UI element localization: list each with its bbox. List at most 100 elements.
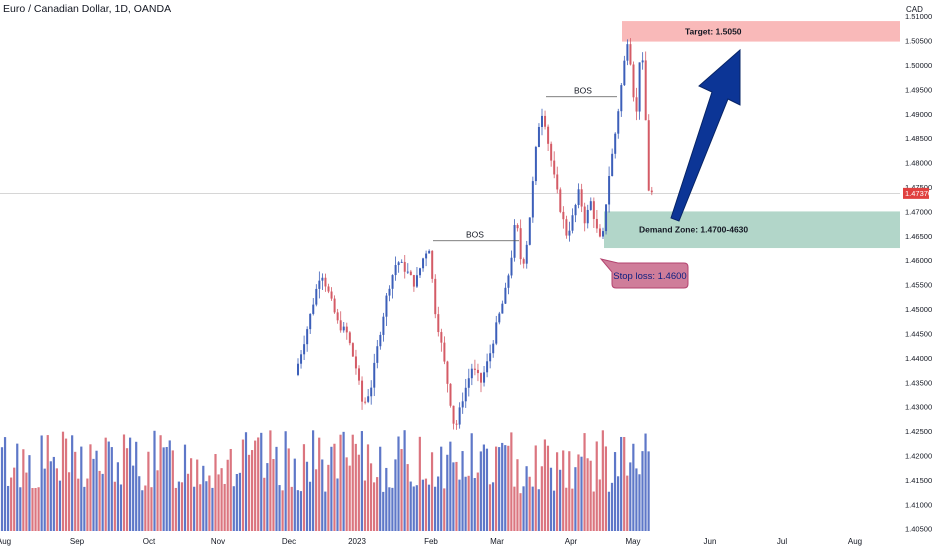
bos-annotation-1[interactable]: BOS [433, 230, 519, 242]
volume-bar [565, 487, 568, 531]
volume-bar [400, 449, 403, 531]
candle-body [483, 372, 486, 383]
candle-body [431, 250, 434, 279]
x-tick-label: Nov [211, 537, 225, 546]
candle-body [336, 312, 339, 321]
price-badge-bg [903, 187, 929, 199]
volume-bar [214, 454, 217, 531]
candle-body [342, 326, 345, 331]
volume-bar [299, 491, 302, 531]
candle-body [422, 258, 425, 269]
volume-bar [571, 488, 574, 531]
candle-body [620, 85, 623, 112]
volume-bar [498, 447, 501, 531]
candle-body [449, 383, 452, 406]
volume-bar [351, 434, 354, 531]
volume-bar [482, 444, 485, 531]
volume-bar [491, 482, 495, 531]
candle-body [586, 209, 589, 224]
volume-bar [586, 458, 589, 531]
volume-bar [327, 464, 330, 531]
demand-zone[interactable] [604, 211, 900, 249]
volume-bar [644, 433, 647, 531]
volume-bar [376, 477, 379, 531]
volume-bar [589, 460, 592, 531]
volume-bar [211, 487, 214, 531]
volume-bar [522, 486, 525, 531]
volume-bar [275, 446, 278, 531]
volume-bar [434, 486, 437, 531]
y-tick-label: 1.45000 [905, 305, 932, 314]
volume-bar [424, 478, 428, 531]
time-axis[interactable]: Aug Sep Oct Nov Dec 2023 Feb Mar Apr May Jun Jul Aug [0, 537, 862, 546]
volume-bar [440, 446, 443, 531]
y-tick-label: 1.47500 [905, 183, 932, 192]
bos-annotation-2[interactable]: BOS [546, 86, 617, 98]
y-tick-label: 1.45500 [905, 281, 932, 290]
price-axis[interactable]: 1.51000 1.50500 1.50000 1.49500 1.49000 1.485… [905, 12, 932, 533]
candle-body [428, 250, 431, 254]
stop-loss-label: Stop loss: 1.4600 [613, 271, 686, 282]
volume-bar [629, 462, 632, 531]
candle-body [510, 257, 513, 276]
volume-bar [165, 447, 168, 531]
volume-bar [470, 433, 473, 531]
volume-bar [129, 437, 132, 531]
volume-bar [610, 482, 614, 531]
volume-bar [363, 480, 367, 531]
volume-bar [174, 487, 177, 531]
volume-bar [302, 444, 306, 531]
volume-bar [379, 446, 382, 531]
volume-bar [495, 446, 498, 531]
volume-bar [626, 475, 629, 531]
stop-loss-callout[interactable]: Stop loss: 1.4600 [599, 258, 689, 289]
candle-body [525, 244, 528, 264]
volume-bar [107, 441, 110, 531]
candle-body [513, 225, 516, 258]
volume-bar [287, 448, 290, 531]
candle-body [498, 313, 501, 323]
volume-bar [366, 444, 370, 531]
y-tick-label: 1.44000 [905, 354, 932, 363]
volume-bar [412, 486, 415, 531]
volume-bar [333, 443, 336, 531]
volume-bar [577, 454, 580, 531]
volume-bar [308, 481, 312, 531]
volume-bar [55, 468, 58, 531]
y-tick-label: 1.48500 [905, 134, 932, 143]
volume-bar [641, 451, 644, 531]
candle-body [315, 288, 318, 305]
volume-bar [147, 451, 150, 531]
volume-bar [324, 491, 327, 531]
volume-bar [430, 452, 434, 531]
y-tick-label: 1.50500 [905, 37, 932, 46]
volume-bar [43, 468, 46, 531]
x-tick-label: Sep [70, 537, 85, 546]
candle-body [489, 353, 492, 362]
candle-body [312, 304, 315, 314]
volume-bar [598, 479, 601, 531]
candle-body [461, 401, 464, 408]
volume-bar [229, 448, 232, 531]
volume-bar [373, 482, 376, 531]
candle-body [300, 354, 303, 364]
target-arrow[interactable] [670, 48, 741, 222]
volume-bar [272, 459, 275, 531]
volume-bar [19, 487, 22, 531]
x-tick-label: Feb [424, 537, 438, 546]
volume-bar [31, 488, 34, 531]
target-zone[interactable] [622, 21, 900, 42]
volume-bar [336, 478, 339, 531]
volume-bar [452, 462, 455, 531]
volume-bar [25, 472, 28, 531]
volume-bar [583, 433, 586, 531]
candle-body [580, 189, 583, 207]
candle-body [370, 387, 373, 397]
volume-bar [623, 436, 626, 531]
volume-bar [80, 446, 83, 531]
candle-body [321, 277, 324, 281]
volume-bar [330, 446, 333, 531]
volume-bar [278, 485, 281, 531]
volume-bar [467, 475, 470, 531]
chart-title: Euro / Canadian Dollar, 1D, OANDA [3, 3, 172, 15]
